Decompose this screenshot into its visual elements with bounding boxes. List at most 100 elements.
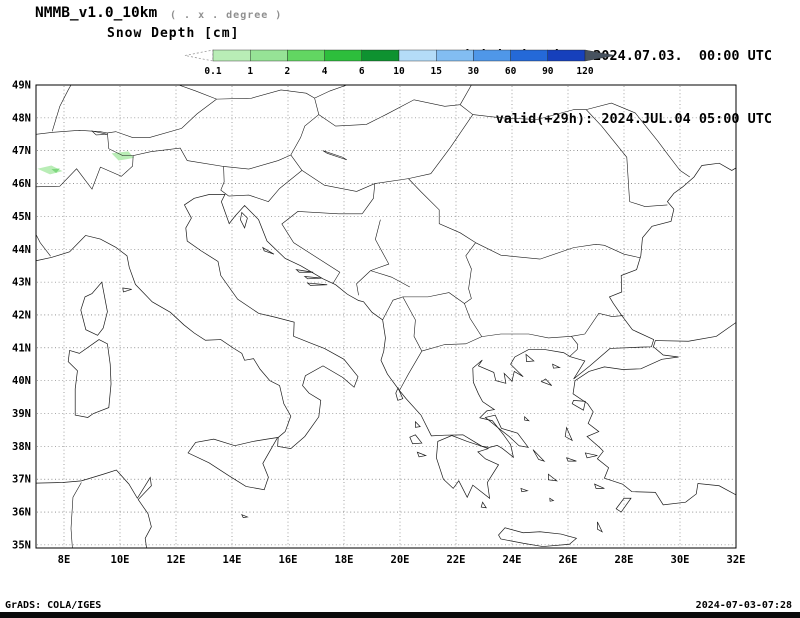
island-naxos [548, 474, 556, 481]
island-santorini [550, 498, 554, 501]
lon-label-16E: 16E [279, 554, 298, 566]
island-rhodes [616, 498, 631, 512]
lon-label-22E: 22E [447, 554, 466, 566]
lat-label-48N: 48N [12, 112, 31, 124]
island-cres [240, 212, 247, 227]
border-tunisia-algeria [71, 482, 81, 548]
island-lesbos [572, 400, 585, 410]
border-macedonia-greece [422, 337, 482, 351]
island-limnos [541, 379, 551, 386]
grid-layer [37, 86, 735, 547]
border-hungary-slovenia [291, 155, 302, 170]
lat-label-49N: 49N [12, 80, 31, 92]
border-hungary-croatia [302, 170, 357, 191]
border-bulgaria-turkey [571, 313, 623, 336]
coastline-north-africa [36, 470, 151, 548]
island-crete [499, 528, 577, 547]
island-chios [565, 428, 572, 441]
lat-label-43N: 43N [12, 277, 31, 289]
lon-label-26E: 26E [559, 554, 578, 566]
lat-label-40N: 40N [12, 375, 31, 387]
colorbar-label-10: 10 [393, 66, 405, 77]
border-romania-ukraine-north [473, 110, 586, 120]
island-euboea [485, 415, 528, 447]
colorbar-label-6: 6 [359, 66, 365, 77]
model-title: NMMB_v1.0_10km [35, 5, 158, 21]
border-france-italy [36, 234, 51, 256]
border-serbia-romania [408, 179, 475, 243]
border-macedonia-bulgaria [464, 303, 481, 336]
border-hungary-romania [408, 115, 472, 179]
island-korcula [308, 283, 328, 285]
border-croatia-serbia [362, 184, 375, 214]
island-brac [296, 270, 313, 273]
island-sardinia [68, 340, 111, 418]
coastline-peloponnese [436, 436, 498, 499]
resolution-note: ( . x . degree ) [170, 10, 283, 21]
island-pag [263, 248, 274, 255]
lon-label-18E: 18E [335, 554, 354, 566]
snow-patch-layer [37, 151, 134, 175]
border-bosnia-serbia [371, 220, 389, 271]
lat-label-45N: 45N [12, 211, 31, 223]
island-elba [123, 288, 132, 292]
lon-label-8E: 8E [58, 554, 71, 566]
lat-label-41N: 41N [12, 342, 31, 354]
lon-label-28E: 28E [615, 554, 634, 566]
border-slovenia-croatia [229, 170, 302, 201]
lon-label-12E: 12E [167, 554, 186, 566]
colorbar-cap-above-max [584, 49, 616, 62]
border-greece-turkey [569, 336, 577, 356]
lat-label-35N: 35N [12, 539, 31, 551]
border-albania-east [403, 297, 422, 351]
lon-label-24E: 24E [503, 554, 522, 566]
lat-label-39N: 39N [12, 408, 31, 420]
border-hungary-ukraine [460, 105, 473, 115]
border-montenegro-albania [383, 297, 403, 320]
island-samos [585, 453, 597, 458]
island-ikaria [567, 458, 577, 461]
island-malta [242, 515, 248, 518]
island-karpathos [597, 522, 602, 532]
axis-labels-layer: 49N 48N 47N 46N 45N 44N 43N 42N 41N 40N 39N 38N 37N 3… [12, 80, 745, 567]
border-slovakia-ukraine [460, 85, 471, 105]
lat-label-37N: 37N [12, 474, 31, 486]
island-andros-tinos [533, 450, 544, 461]
geo-layer [36, 85, 737, 548]
colorbar-label-4: 4 [322, 66, 328, 77]
colorbar-legend: 0.1 1 2 4 6 10 15 30 60 90 120 [184, 49, 616, 77]
lake-constance [92, 131, 107, 135]
border-switzerland-north [36, 130, 133, 155]
lat-label-36N: 36N [12, 507, 31, 519]
colorbar-label-15: 15 [430, 66, 442, 77]
colorbar-label-1: 1 [247, 66, 253, 77]
lon-label-10E: 10E [111, 554, 130, 566]
grads-credit: GrADS: COLA/IGES [5, 600, 102, 611]
border-croatia-bosnia [282, 211, 362, 283]
border-austria-hungary [291, 98, 319, 155]
island-kos [595, 484, 605, 488]
lake-balaton [323, 151, 347, 160]
island-sicily [188, 437, 278, 489]
island-kefalonia [410, 435, 422, 444]
coastline-europe-mainland [36, 163, 737, 457]
lon-label-14E: 14E [223, 554, 242, 566]
island-lefkada [415, 422, 420, 428]
island-samothrace [553, 364, 560, 368]
lat-label-42N: 42N [12, 309, 31, 321]
island-thasos [526, 354, 534, 361]
border-bulgaria-romania [476, 243, 641, 259]
border-albania-greece [399, 351, 421, 390]
colorbar-cap-below-min [184, 49, 214, 62]
border-bulgaria-greece [482, 334, 572, 338]
border-austria-germany [107, 99, 216, 137]
border-france-germany [52, 85, 71, 131]
island-corfu [396, 388, 403, 400]
coastline-turkey [573, 322, 737, 505]
lon-label-32E: 32E [727, 554, 746, 566]
snow-depth-patch-3 [111, 151, 134, 161]
snow-depth-patch-2 [51, 168, 60, 174]
snow-depth-patch-1 [37, 165, 63, 175]
